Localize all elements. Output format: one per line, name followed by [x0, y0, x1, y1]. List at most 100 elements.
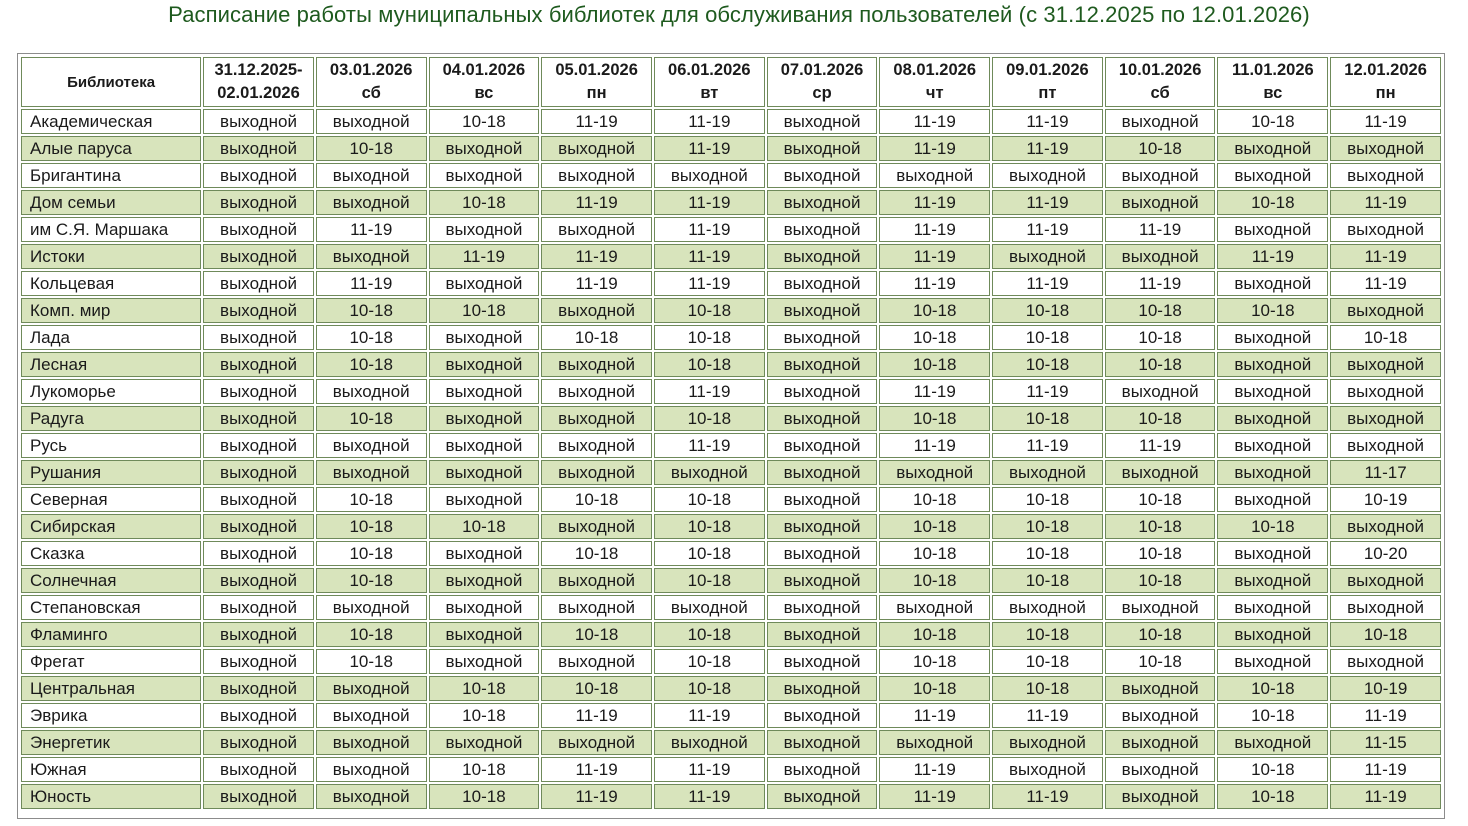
- schedule-cell: выходной: [766, 217, 878, 242]
- schedule-cell: выходной: [1330, 379, 1441, 404]
- schedule-cell: 11-19: [653, 703, 765, 728]
- schedule-cell: выходной: [203, 433, 314, 458]
- schedule-cell: 11-19: [653, 433, 765, 458]
- schedule-cell: выходной: [766, 352, 878, 377]
- schedule-cell: 10-18: [879, 676, 991, 701]
- schedule-cell: 10-18: [1217, 109, 1329, 134]
- schedule-cell: 10-18: [315, 406, 427, 431]
- schedule-cell: выходной: [541, 136, 652, 161]
- header-date: 03.01.2026: [329, 61, 413, 79]
- schedule-cell: выходной: [203, 379, 314, 404]
- schedule-cell: выходной: [315, 163, 427, 188]
- schedule-cell: выходной: [315, 703, 427, 728]
- schedule-cell: выходной: [1217, 136, 1329, 161]
- table-row: Рушания выходной выходной выходной выходной в…: [21, 460, 1441, 485]
- table-row: Кольцевая выходной 11-19 выходной 11-19 11-19…: [21, 271, 1441, 296]
- schedule-cell: выходной: [203, 190, 314, 215]
- library-name-cell: Центральная: [21, 676, 202, 701]
- schedule-cell: 10-18: [315, 568, 427, 593]
- schedule-cell: 11-19: [653, 109, 765, 134]
- schedule-cell: выходной: [203, 568, 314, 593]
- library-name-cell: Лада: [21, 325, 202, 350]
- schedule-cell: 10-18: [541, 541, 652, 566]
- schedule-cell: выходной: [203, 136, 314, 161]
- schedule-cell: выходной: [766, 649, 878, 674]
- schedule-cell: выходной: [428, 271, 540, 296]
- table-row: Сказка выходной 10-18 выходной 10-18 10-18 вых…: [21, 541, 1441, 566]
- schedule-cell: 10-18: [315, 514, 427, 539]
- header-day: ср: [812, 84, 832, 102]
- schedule-cell: 10-18: [1104, 136, 1216, 161]
- schedule-cell: выходной: [1330, 433, 1441, 458]
- schedule-cell: 10-18: [1217, 757, 1329, 782]
- schedule-cell: выходной: [1330, 298, 1441, 323]
- table-row: Бригантина выходной выходной выходной выходн…: [21, 163, 1441, 188]
- schedule-cell: выходной: [992, 757, 1103, 782]
- schedule-cell: выходной: [203, 649, 314, 674]
- schedule-cell: 10-18: [541, 622, 652, 647]
- schedule-cell: 11-19: [992, 379, 1103, 404]
- schedule-cell: выходной: [766, 406, 878, 431]
- schedule-cell: 10-18: [1104, 487, 1216, 512]
- date-column-header: 05.01.2026 пн: [541, 57, 652, 107]
- schedule-cell: 10-18: [315, 136, 427, 161]
- schedule-cell: выходной: [203, 703, 314, 728]
- schedule-cell: выходной: [1217, 649, 1329, 674]
- schedule-cell: 11-19: [879, 784, 991, 809]
- schedule-cell: 10-18: [315, 325, 427, 350]
- schedule-cell: выходной: [428, 541, 540, 566]
- table-row: Дом семьи выходной выходной 10-18 11-19 11-19…: [21, 190, 1441, 215]
- table-row: Эврика выходной выходной 10-18 11-19 11-19 вых…: [21, 703, 1441, 728]
- library-column-header: Библиотека: [21, 57, 202, 107]
- schedule-cell: выходной: [203, 622, 314, 647]
- schedule-cell: 11-19: [1104, 433, 1216, 458]
- schedule-cell: 11-19: [1217, 244, 1329, 269]
- header-date: 10.01.2026: [1118, 61, 1202, 79]
- schedule-cell: 10-18: [1104, 352, 1216, 377]
- schedule-cell: выходной: [653, 730, 765, 755]
- schedule-cell: выходной: [766, 730, 878, 755]
- schedule-cell: 11-19: [541, 757, 652, 782]
- schedule-cell: 11-19: [879, 217, 991, 242]
- schedule-cell: выходной: [1217, 325, 1329, 350]
- table-row: Лесная выходной 10-18 выходной выходной 10-18…: [21, 352, 1441, 377]
- schedule-cell: 10-18: [879, 649, 991, 674]
- schedule-cell: 10-18: [879, 541, 991, 566]
- header-date: 06.01.2026: [668, 61, 751, 79]
- schedule-cell: 11-19: [879, 379, 991, 404]
- header-date: 04.01.2026: [442, 61, 526, 79]
- schedule-cell: 11-19: [315, 271, 427, 296]
- schedule-cell: 10-18: [428, 514, 540, 539]
- schedule-cell: выходной: [766, 298, 878, 323]
- schedule-cell: 11-19: [879, 433, 991, 458]
- schedule-cell: 11-19: [879, 244, 991, 269]
- schedule-cell: выходной: [428, 730, 540, 755]
- schedule-cell: выходной: [1330, 406, 1441, 431]
- schedule-cell: 10-18: [315, 298, 427, 323]
- table-row: Сибирская выходной 10-18 10-18 выходной 10-18…: [21, 514, 1441, 539]
- page-title: Расписание работы муниципальных библиоте…: [168, 2, 1310, 27]
- date-column-header: 09.01.2026 пт: [992, 57, 1103, 107]
- schedule-cell: выходной: [203, 784, 314, 809]
- schedule-cell: выходной: [203, 460, 314, 485]
- table-row: Южная выходной выходной 10-18 11-19 11-19 выхо…: [21, 757, 1441, 782]
- schedule-cell: выходной: [428, 460, 540, 485]
- schedule-cell: выходной: [1330, 595, 1441, 620]
- schedule-cell: выходной: [1217, 730, 1329, 755]
- schedule-cell: выходной: [428, 163, 540, 188]
- library-name-cell: Кольцевая: [21, 271, 202, 296]
- schedule-cell: выходной: [766, 136, 878, 161]
- schedule-cell: 10-18: [315, 487, 427, 512]
- schedule-cell: выходной: [766, 568, 878, 593]
- schedule-body: Академическая выходной выходной 10-18 11-19 1…: [21, 109, 1441, 809]
- schedule-cell: выходной: [1217, 271, 1329, 296]
- schedule-cell: выходной: [1104, 163, 1216, 188]
- schedule-cell: выходной: [203, 514, 314, 539]
- schedule-cell: 10-18: [1104, 541, 1216, 566]
- schedule-cell: выходной: [541, 433, 652, 458]
- schedule-cell: выходной: [879, 163, 991, 188]
- schedule-cell: выходной: [992, 244, 1103, 269]
- schedule-cell: выходной: [766, 244, 878, 269]
- schedule-cell: выходной: [541, 730, 652, 755]
- schedule-cell: выходной: [428, 325, 540, 350]
